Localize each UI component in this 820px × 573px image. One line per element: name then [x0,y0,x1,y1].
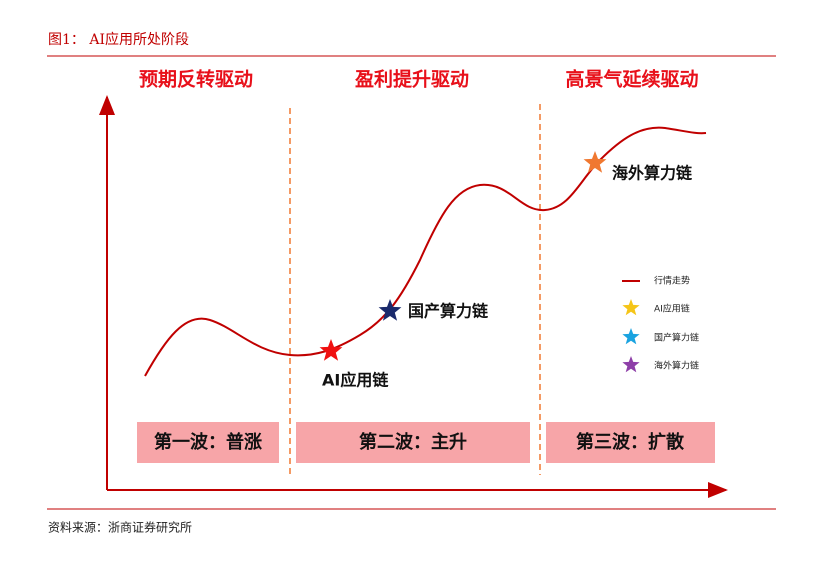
trend-curve [144,126,707,377]
star-icon [622,328,640,345]
figure-title: 图1： AI应用所处阶段 [48,31,189,48]
wave-box [137,422,279,463]
marker-label: AI应用链 [322,371,389,390]
star-icon [319,339,343,361]
phase-label: 预期反转驱动 [139,68,253,91]
legend-label: 海外算力链 [654,360,699,372]
legend-label: 国产算力链 [654,332,699,344]
wave-box [546,422,715,463]
source: 资料来源：浙商证券研究所 [48,520,192,535]
legend-label: 行情走势 [654,275,690,287]
star-icon [583,151,607,173]
marker-label: 海外算力链 [612,164,693,183]
star-icon [622,356,640,373]
wave-label: 第三波：扩散 [576,431,685,453]
wave-label: 第一波：普涨 [154,431,262,453]
wave-box [296,422,530,463]
marker-label: 国产算力链 [408,302,489,321]
legend-label: AI应用链 [654,303,690,315]
star-icon [378,299,402,321]
phase-label: 高景气延续驱动 [565,68,698,91]
star-icon [622,299,640,316]
phase-label: 盈利提升驱动 [354,68,469,91]
wave-label: 第二波：主升 [359,431,467,453]
